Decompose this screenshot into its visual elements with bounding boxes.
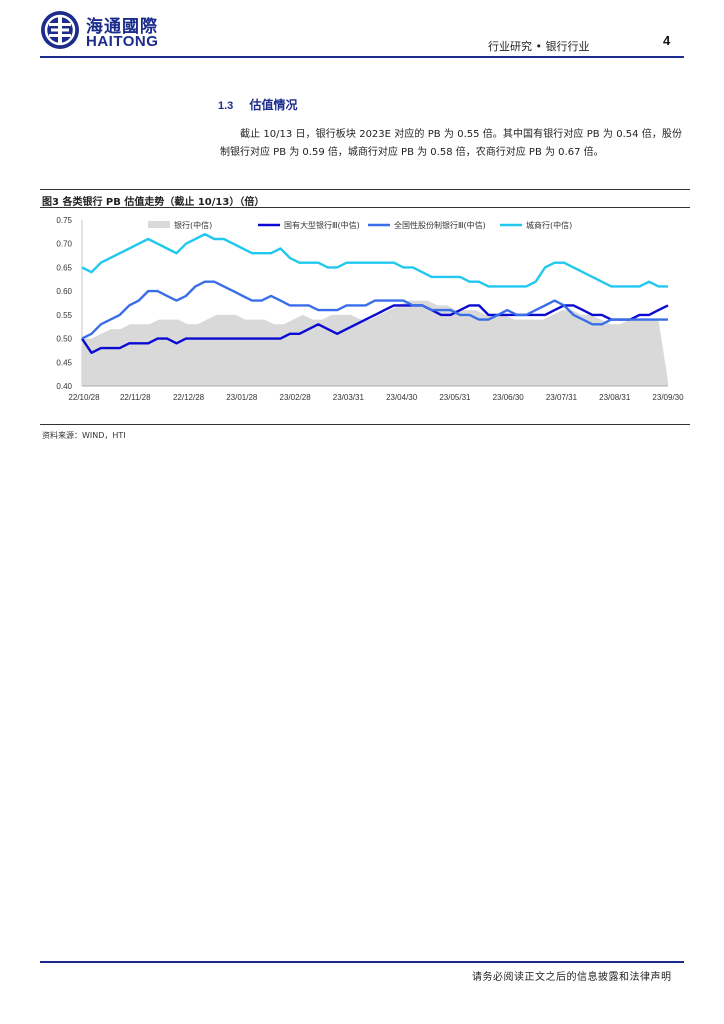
y-tick-label: 0.65 [56, 263, 72, 272]
series-line [81, 233, 668, 288]
x-tick-label: 23/01/28 [226, 393, 258, 402]
x-tick-label: 23/04/30 [386, 393, 418, 402]
logo-english-text: HAITONG [86, 33, 159, 50]
page-number: 4 [663, 33, 671, 48]
y-tick-label: 0.50 [56, 335, 72, 344]
chart-legend: 银行(中信) 国有大型银行Ⅲ(中信) 全国性股份制银行Ⅲ(中信) 城商行(中信) [148, 220, 572, 230]
legend-swatch [148, 221, 170, 228]
legend-label: 国有大型银行Ⅲ(中信) [284, 220, 360, 230]
x-tick-label: 23/05/31 [439, 393, 471, 402]
figure-title: 图3 各类银行 PB 估值走势（截止 10/13）（倍） [42, 197, 265, 208]
figure-source: 资料来源：WIND，HTI [42, 431, 126, 440]
y-tick-label: 0.40 [56, 382, 72, 391]
section-title: 估值情况 [249, 98, 298, 112]
figure-title-rule [40, 207, 690, 208]
section-number: 1.3 [218, 100, 234, 112]
x-tick-label: 23/07/31 [546, 393, 578, 402]
haitong-emblem-icon [41, 11, 79, 49]
figure-top-rule [40, 189, 690, 190]
header-rule [40, 56, 684, 58]
header-section-label: 行业研究 • 银行行业 [488, 40, 590, 53]
y-tick-label: 0.55 [56, 311, 72, 320]
figure-bottom-rule [40, 424, 690, 425]
legend-label: 全国性股份制银行Ⅲ(中信) [394, 220, 486, 230]
x-tick-label: 23/03/31 [333, 393, 365, 402]
x-tick-label: 23/02/28 [280, 393, 312, 402]
legend-label: 银行(中信) [174, 220, 212, 230]
footer-disclaimer: 请务必阅读正文之后的信息披露和法律声明 [472, 972, 672, 983]
y-tick-label: 0.70 [56, 240, 72, 249]
x-tick-label: 23/06/30 [493, 393, 525, 402]
x-axis: 22/10/28 22/11/28 22/12/28 23/01/28 23/02/28… [68, 385, 684, 402]
footer-rule [40, 961, 684, 963]
y-tick-label: 0.45 [56, 358, 72, 367]
x-tick-label: 22/12/28 [173, 393, 205, 402]
section-paragraph: 截止 10/13 日，银行板块 2023E 对应的 PB 为 0.55 倍。其中… [220, 129, 682, 158]
logo-chinese-text: 海通國際 [86, 17, 158, 37]
y-tick-label: 0.75 [56, 216, 72, 225]
y-axis: 0.75 0.70 0.65 0.60 0.55 0.50 0.45 0.40 [56, 216, 83, 391]
x-tick-label: 23/09/30 [652, 393, 684, 402]
series-line [81, 280, 668, 340]
series-line [81, 304, 669, 354]
x-tick-label: 22/10/28 [68, 393, 100, 402]
x-tick-label: 23/08/31 [599, 393, 631, 402]
haitong-logo: 海通國際 HAITONG [40, 10, 200, 52]
plot-area [81, 233, 669, 386]
x-tick-label: 22/11/28 [120, 393, 151, 402]
legend-label: 城商行(中信) [526, 220, 572, 230]
series-area-bank [82, 300, 668, 386]
pb-valuation-chart: 0.75 0.70 0.65 0.60 0.55 0.50 0.45 0.40 银行(中信) 国… [56, 216, 684, 402]
y-tick-label: 0.60 [56, 287, 72, 296]
section-heading: 1.3 估值情况 [218, 96, 298, 113]
